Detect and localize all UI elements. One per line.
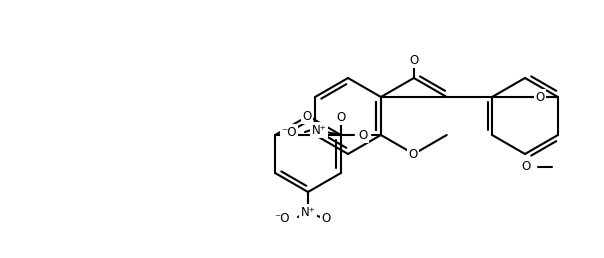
Text: O: O [358,128,367,141]
Text: O: O [409,53,419,67]
Text: O: O [535,91,545,103]
Text: ⁻O: ⁻O [274,212,290,224]
Text: O: O [321,212,330,224]
Text: O: O [302,109,312,123]
Text: N⁺: N⁺ [312,124,326,136]
Text: O: O [408,148,417,160]
Text: ⁻O: ⁻O [281,125,297,139]
Text: O: O [521,160,531,173]
Text: N⁺: N⁺ [301,206,315,219]
Text: O: O [336,110,345,124]
